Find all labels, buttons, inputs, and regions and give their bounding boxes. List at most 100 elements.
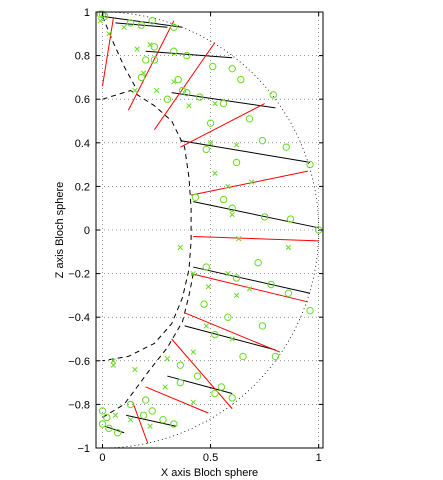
x-marker	[207, 140, 214, 146]
circle-marker	[200, 300, 208, 308]
circle-marker	[150, 56, 159, 64]
x-marker	[97, 18, 103, 24]
circle-marker	[105, 424, 113, 433]
circle-marker	[126, 19, 135, 27]
circle-marker	[163, 95, 172, 103]
circle-marker	[260, 213, 269, 221]
red-segment	[191, 170, 308, 196]
circle-marker	[113, 429, 122, 437]
circle-marker	[183, 51, 191, 60]
red-segment	[184, 312, 280, 353]
x-marker	[225, 270, 231, 277]
circle-marker	[271, 352, 280, 361]
circle-marker	[98, 407, 107, 415]
x-marker	[134, 46, 140, 52]
circle-marker	[211, 389, 219, 398]
circle-marker	[103, 413, 111, 422]
circle-marker	[239, 352, 247, 361]
x-marker	[229, 336, 235, 342]
black-segment	[193, 201, 319, 229]
circle-marker	[228, 204, 236, 212]
circle-marker	[232, 158, 241, 167]
dashed-boundary	[102, 16, 136, 87]
y-tick-label: −0.2	[68, 269, 90, 281]
circle-marker	[142, 396, 150, 404]
circle-marker	[219, 195, 228, 204]
red-segment	[191, 273, 308, 303]
circle-marker	[148, 407, 156, 415]
x-marker	[212, 100, 218, 107]
x-marker	[225, 183, 231, 190]
circle-marker	[245, 115, 254, 123]
x-marker	[164, 355, 170, 362]
y-tick-label: 0.4	[75, 138, 90, 150]
x-tick-label: 0	[99, 452, 105, 464]
circle-marker	[258, 136, 267, 145]
circle-marker	[176, 378, 185, 387]
x-marker	[147, 423, 153, 429]
circle-marker	[183, 88, 191, 97]
red-segment	[153, 42, 216, 131]
circle-marker	[267, 280, 275, 289]
circle-marker	[174, 75, 182, 84]
black-segment	[145, 50, 233, 59]
circle-marker	[228, 394, 236, 402]
black-segment	[184, 325, 276, 351]
circle-marker	[170, 47, 178, 55]
circle-marker	[191, 193, 200, 202]
x-marker	[162, 384, 168, 390]
dashed-boundary	[102, 89, 192, 362]
x-marker	[132, 87, 138, 94]
circle-marker	[219, 99, 228, 108]
x-marker	[190, 270, 196, 277]
x-marker	[236, 236, 242, 242]
circle-marker	[137, 73, 146, 82]
x-marker	[171, 79, 177, 85]
circle-marker	[139, 411, 148, 419]
x-marker	[285, 244, 292, 251]
circle-marker	[142, 56, 150, 64]
black-segment	[126, 414, 177, 427]
markers	[96, 10, 323, 437]
circle-marker	[228, 64, 236, 73]
circle-marker	[209, 62, 217, 71]
circle-marker	[193, 372, 202, 380]
ticks: 0 0.5 1 −1 −0.8 −0.6 −0.4 −0.2 0 0.2 0.4 0.6 0.8 1	[68, 7, 323, 464]
circle-marker	[159, 415, 167, 424]
unit-circle-arc	[102, 11, 320, 449]
black-segment	[180, 140, 311, 163]
red-segment	[127, 20, 175, 111]
x-marker	[190, 399, 196, 405]
circle-marker	[100, 12, 109, 21]
circle-marker	[137, 21, 146, 29]
x-marker	[147, 42, 153, 48]
circle-marker	[206, 119, 215, 127]
x-marker	[229, 212, 235, 218]
x-marker	[203, 323, 209, 329]
y-tick-label: 0	[84, 225, 90, 237]
circle-marker	[224, 313, 232, 321]
x-marker	[205, 284, 212, 290]
black-segment	[115, 22, 168, 28]
circle-marker	[284, 289, 293, 297]
circle-marker	[237, 75, 245, 84]
circle-marker	[148, 17, 156, 25]
unit-circle	[102, 11, 320, 449]
x-marker	[246, 286, 253, 292]
red-segment	[193, 236, 319, 242]
circle-marker	[306, 306, 314, 315]
y-tick-label: 0.6	[75, 94, 90, 106]
circle-marker	[96, 10, 105, 18]
black-segment	[193, 266, 311, 294]
red-segment	[145, 386, 209, 414]
circle-marker	[176, 361, 185, 369]
x-marker	[127, 417, 134, 423]
x-marker	[110, 362, 116, 368]
circle-marker	[98, 10, 107, 18]
y-axis-label: Z axis Bloch sphere	[54, 182, 66, 279]
circle-marker	[98, 420, 107, 428]
x-marker	[233, 292, 240, 299]
circle-marker	[126, 400, 135, 409]
x-tick-label: 0.5	[203, 452, 218, 464]
